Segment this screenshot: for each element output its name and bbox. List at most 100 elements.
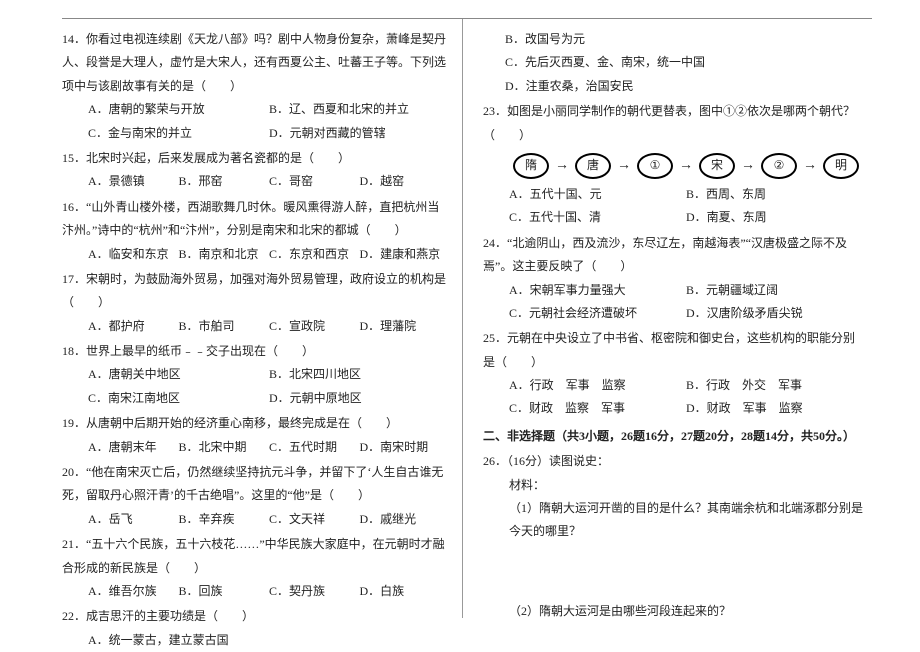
answer-space [483, 572, 863, 600]
option-d: D．南夏、东周 [686, 206, 863, 229]
option-d: D．建康和燕京 [360, 243, 451, 266]
option-c: C．先后灭西夏、金、南宋，统一中国 [505, 51, 863, 74]
option-a: A．统一蒙古，建立蒙古国 [88, 629, 450, 652]
arrow-icon: → [741, 159, 755, 173]
question-stem: 北宋时兴起，后来发展成为著名瓷都的是（ ） [86, 151, 350, 165]
question-stem: 从唐朝中后期开始的经济重心南移，最终完成是在（ ） [86, 416, 398, 430]
question-number: 19． [62, 416, 86, 430]
question-17: 17．宋朝时，为鼓励海外贸易，加强对海外贸易管理，政府设立的机构是（ ） A．都… [62, 268, 450, 338]
question-stem: （16分）读图说史： [507, 454, 609, 468]
option-b: B．西周、东周 [686, 183, 863, 206]
option-d: D．注重农桑，治国安民 [505, 75, 863, 98]
question-stem: “五十六个民族，五十六枝花……”中华民族大家庭中，在元朝时才融合形成的新民族是（… [62, 537, 445, 574]
option-c: C．财政 监察 军事 [509, 397, 686, 420]
option-a: A．景德镇 [88, 170, 179, 193]
question-stem: 如图是小丽同学制作的朝代更替表，图中①②依次是哪两个朝代？（ ） [483, 104, 855, 141]
option-c: C．五代十国、清 [509, 206, 686, 229]
option-c: C．契丹族 [269, 580, 360, 603]
arrow-icon: → [555, 159, 569, 173]
arrow-icon: → [679, 159, 693, 173]
option-c: C．文天祥 [269, 508, 360, 531]
option-d: D．元朝对西藏的管辖 [269, 122, 450, 145]
option-a: A．临安和东京 [88, 243, 179, 266]
sub-question-1: （1）隋朝大运河开凿的目的是什么？其南端余杭和北端涿郡分别是今天的哪里？ [483, 497, 863, 544]
question-number: 20． [62, 465, 86, 479]
question-stem: “他在南宋灭亡后，仍然继续坚持抗元斗争，并留下了‘人生自古谁无死，留取丹心照汗青… [62, 465, 443, 502]
question-stem: 世界上最早的纸币﹣﹣交子出现在（ ） [86, 344, 314, 358]
option-b: B．回族 [179, 580, 270, 603]
question-number: 23． [483, 104, 507, 118]
option-a: A．岳飞 [88, 508, 179, 531]
arrow-icon: → [803, 159, 817, 173]
question-15: 15．北宋时兴起，后来发展成为著名瓷都的是（ ） A．景德镇 B．邢窑 C．哥窑… [62, 147, 450, 194]
question-number: 17． [62, 272, 86, 286]
exam-page: 14．你看过电视连续剧《天龙八部》吗？剧中人物身份复杂，萧峰是契丹人、段誉是大理… [0, 0, 920, 651]
option-d: D．戚继光 [360, 508, 451, 531]
option-b: B．改国号为元 [505, 28, 863, 51]
question-25: 25．元朝在中央设立了中书省、枢密院和御史台，这些机构的职能分别是（ ） A．行… [483, 327, 863, 421]
option-a: A．唐朝末年 [88, 436, 179, 459]
question-stem: 成吉思汗的主要功绩是（ ） [86, 609, 254, 623]
question-stem: “北逾阴山，西及流沙，东尽辽左，南越海表”“汉唐极盛之际不及焉”。这主要反映了（… [483, 236, 847, 273]
question-14: 14．你看过电视连续剧《天龙八部》吗？剧中人物身份复杂，萧峰是契丹人、段誉是大理… [62, 28, 450, 145]
question-21: 21．“五十六个民族，五十六枝花……”中华民族大家庭中，在元朝时才融合形成的新民… [62, 533, 450, 603]
option-b: B．南京和北京 [179, 243, 270, 266]
option-a: A．都护府 [88, 315, 179, 338]
question-18: 18．世界上最早的纸币﹣﹣交子出现在（ ） A．唐朝关中地区 B．北宋四川地区 … [62, 340, 450, 410]
option-b: B．北宋四川地区 [269, 363, 450, 386]
question-number: 21． [62, 537, 86, 551]
question-number: 18． [62, 344, 86, 358]
option-a: A．宋朝军事力量强大 [509, 279, 686, 302]
option-b: B．辽、西夏和北宋的并立 [269, 98, 450, 121]
option-b: B．北宋中期 [179, 436, 270, 459]
option-a: A．维吾尔族 [88, 580, 179, 603]
option-a: A．行政 军事 监察 [509, 374, 686, 397]
option-c: C．元朝社会经济遭破坏 [509, 302, 686, 325]
left-column: 14．你看过电视连续剧《天龙八部》吗？剧中人物身份复杂，萧峰是契丹人、段誉是大理… [62, 28, 462, 623]
question-stem: “山外青山楼外楼，西湖歌舞几时休。暖风熏得游人醉，直把杭州当汴州。”诗中的“杭州… [62, 200, 439, 237]
question-number: 14． [62, 32, 86, 46]
option-d: D．理藩院 [360, 315, 451, 338]
question-19: 19．从唐朝中后期开始的经济重心南移，最终完成是在（ ） A．唐朝末年 B．北宋… [62, 412, 450, 459]
top-rule [62, 18, 872, 19]
question-24: 24．“北逾阴山，西及流沙，东尽辽左，南越海表”“汉唐极盛之际不及焉”。这主要反… [483, 232, 863, 326]
flow-node: ① [637, 153, 673, 179]
question-16: 16．“山外青山楼外楼，西湖歌舞几时休。暖风熏得游人醉，直把杭州当汴州。”诗中的… [62, 196, 450, 266]
option-d: D．南宋时期 [360, 436, 451, 459]
option-d: D．白族 [360, 580, 451, 603]
option-a: A．唐朝的繁荣与开放 [88, 98, 269, 121]
option-c: C．金与南宋的并立 [88, 122, 269, 145]
flow-node: 宋 [699, 153, 735, 179]
arrow-icon: → [617, 159, 631, 173]
option-c: C．南宋江南地区 [88, 387, 269, 410]
option-b: B．邢窑 [179, 170, 270, 193]
option-a: A．五代十国、元 [509, 183, 686, 206]
flow-node: ② [761, 153, 797, 179]
question-20: 20．“他在南宋灭亡后，仍然继续坚持抗元斗争，并留下了‘人生自古谁无死，留取丹心… [62, 461, 450, 531]
option-b: B．行政 外交 军事 [686, 374, 863, 397]
question-stem: 元朝在中央设立了中书省、枢密院和御史台，这些机构的职能分别是（ ） [483, 331, 855, 368]
question-26: 26．（16分）读图说史： 材料： （1）隋朝大运河开凿的目的是什么？其南端余杭… [483, 450, 863, 623]
question-stem: 你看过电视连续剧《天龙八部》吗？剧中人物身份复杂，萧峰是契丹人、段誉是大理人，虚… [62, 32, 446, 93]
question-number: 16． [62, 200, 86, 214]
option-c: C．哥窑 [269, 170, 360, 193]
flow-node: 唐 [575, 153, 611, 179]
question-number: 26． [483, 454, 507, 468]
flow-node: 明 [823, 153, 859, 179]
option-c: C．五代时期 [269, 436, 360, 459]
option-d: D．越窑 [360, 170, 451, 193]
question-number: 22． [62, 609, 86, 623]
sub-question-2: （2）隋朝大运河是由哪些河段连起来的？ [483, 600, 863, 623]
question-22: 22．成吉思汗的主要功绩是（ ） A．统一蒙古，建立蒙古国 [62, 605, 450, 652]
question-number: 15． [62, 151, 86, 165]
question-23: 23．如图是小丽同学制作的朝代更替表，图中①②依次是哪两个朝代？（ ） 隋 → … [483, 100, 863, 230]
material-label: 材料： [483, 474, 863, 497]
section-2-heading: 二、非选择题（共3小题，26题16分，27题20分，28题14分，共50分。） [483, 425, 863, 448]
flow-node: 隋 [513, 153, 549, 179]
option-b: B．辛弃疾 [179, 508, 270, 531]
question-stem: 宋朝时，为鼓励海外贸易，加强对海外贸易管理，政府设立的机构是（ ） [62, 272, 446, 309]
option-c: C．宣政院 [269, 315, 360, 338]
right-column: B．改国号为元 C．先后灭西夏、金、南宋，统一中国 D．注重农桑，治国安民 23… [463, 28, 863, 623]
option-d: D．汉唐阶级矛盾尖锐 [686, 302, 863, 325]
question-22-continued: B．改国号为元 C．先后灭西夏、金、南宋，统一中国 D．注重农桑，治国安民 [483, 28, 863, 98]
